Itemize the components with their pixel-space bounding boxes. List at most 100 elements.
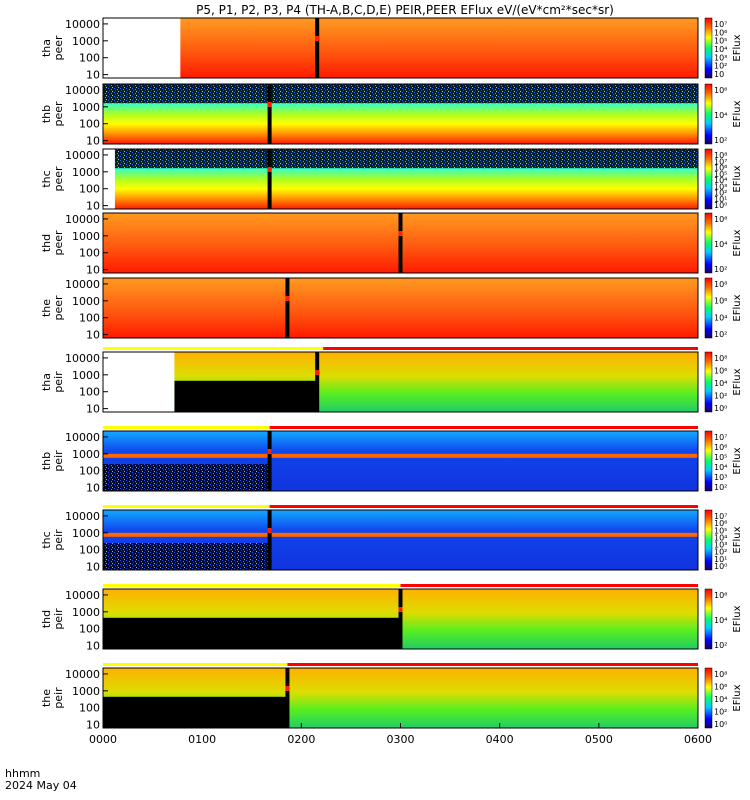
y-tick-label: 1000 [72,166,100,179]
y-tick-label: 100 [79,312,100,325]
y-tick-label: 1000 [72,448,100,461]
spike-marker-top [267,449,272,454]
colorbar-tick-label: 10⁰ [714,201,727,210]
y-tick-label: 10 [86,482,100,495]
y-axis-sublabel: peer [52,230,65,256]
colorbar-tick-label: 10¹ [714,195,727,204]
y-tick-label: 1000 [72,527,100,540]
colorbar [704,588,713,650]
mode-bar-slow [269,505,698,508]
colorbar-tick-label: 10⁶ [714,591,727,600]
spectrogram [103,18,698,78]
x-tick-label: 0600 [684,733,712,746]
colorbar-label: EFlux [732,100,743,127]
y-axis-sublabel: peer [52,101,65,127]
spike-marker [398,589,403,649]
y-tick-label: 1000 [72,606,100,619]
y-axis-label: thc [40,531,53,548]
panel-frame [102,148,699,210]
y-tick-label: 100 [79,465,100,478]
y-tick-label: 10000 [65,589,100,602]
colorbar-tick-label: 10⁶ [714,519,727,528]
spike-marker [285,668,290,728]
colorbar [704,148,713,210]
panel-frame [102,17,699,79]
colorbar-tick-label: 10⁴ [714,463,727,472]
spike-marker [315,18,320,78]
colorbar-tick-label: 10³ [714,182,727,191]
colorbar-tick-label: 10² [714,330,727,339]
spike-marker [285,278,290,338]
panel-frame [102,588,699,650]
y-axis-label: tha [40,39,53,57]
data-gap [103,352,175,412]
spectrogram [103,278,698,338]
spike-marker [398,213,403,273]
colorbar-tick-label: 10² [714,392,727,401]
panel-frame [102,509,699,571]
y-tick-label: 10 [86,200,100,213]
colorbar-label: EFlux [732,368,743,395]
y-tick-label: 10000 [65,84,100,97]
colorbar-tick-label: 10 [714,70,724,79]
colorbar-label: EFlux [732,605,743,632]
spike-marker [267,149,272,209]
colorbar-tick-label: 10⁷ [714,157,727,166]
spike-marker-top [285,296,290,301]
spike-marker-top [398,231,403,236]
y-axis-sublabel: peir [52,687,65,709]
spike-marker-top [267,102,272,107]
y-tick-label: 100 [79,118,100,131]
y-axis-sublabel: peir [52,371,65,393]
y-tick-label: 10 [86,640,100,653]
colorbar-tick-label: 10⁶ [714,683,727,692]
colorbar-tick-label: 10² [714,641,727,650]
y-tick-label: 1000 [72,295,100,308]
y-tick-label: 1000 [72,35,100,48]
panel-tha-peir: 10 100 1000 10000 tha peir 10⁰ 10² 10⁴ 10⁶ 10⁸ EFlu… [40,347,743,416]
mode-bar-fast [103,663,288,666]
y-tick-label: 1000 [72,101,100,114]
y-tick-label: 10000 [65,510,100,523]
y-tick-label: 10000 [65,18,100,31]
colorbar-tick-label: 10⁶ [714,367,727,376]
spike-marker-top [267,528,272,533]
y-tick-label: 10 [86,719,100,732]
colorbar-tick-label: 10² [714,62,727,71]
colorbar-label: EFlux [732,526,743,553]
y-axis-label: the [40,299,53,317]
colorbar [704,509,713,571]
colorbar-tick-label: 10⁸ [714,354,727,363]
colorbar-tick-label: 10⁴ [714,616,727,625]
y-tick-label: 1000 [72,685,100,698]
colorbar-label: EFlux [732,447,743,474]
y-tick-label: 10000 [65,149,100,162]
flux-line [103,532,698,537]
spike-marker [267,510,272,570]
colorbar-label: EFlux [732,165,743,192]
x-tick-label: 0100 [188,733,216,746]
colorbar-tick-label: 10³ [714,541,727,550]
spike-marker-top [285,686,290,691]
spike-marker [267,431,272,491]
y-axis-label: the [40,689,53,707]
y-tick-label: 100 [79,623,100,636]
colorbar-tick-label: 10⁴ [714,379,727,388]
colorbar-tick-label: 10⁶ [714,164,727,173]
colorbar-tick-label: 10⁶ [714,28,727,37]
y-axis-sublabel: peir [52,529,65,551]
mode-bar-slow [287,663,698,666]
y-tick-label: 100 [79,386,100,399]
date-label: 2024 May 04 [5,779,77,792]
y-tick-label: 10000 [65,278,100,291]
panel-frame [102,277,699,339]
spike-marker [267,84,272,144]
colorbar-tick-label: 10⁷ [714,20,727,29]
x-axis: 0000 0100 0200 0300 0400 0500 0600 [89,723,712,746]
noise-band [103,543,270,570]
panel-thd-peir: 10 100 1000 10000 thd peir 10² 10⁴ 10⁶ EFlux [40,584,743,653]
mode-bar-fast [103,426,270,429]
